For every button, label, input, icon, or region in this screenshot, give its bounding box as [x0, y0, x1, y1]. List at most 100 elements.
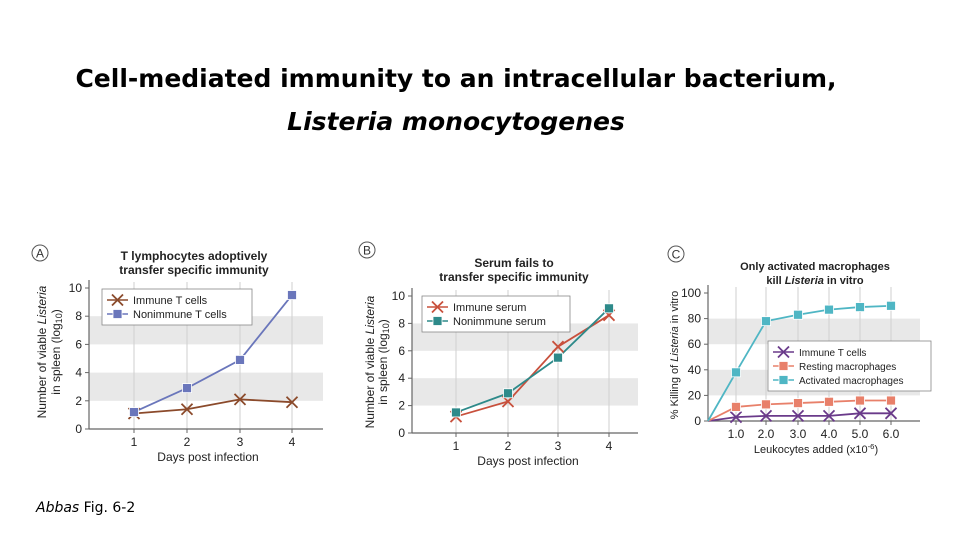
chart-title-line2: transfer specific immunity: [119, 263, 269, 277]
figure-caption: Abbas Fig. 6-2: [36, 500, 135, 516]
data-point: [729, 411, 743, 424]
y-axis-label-line1: Number of viable Listeria: [363, 295, 377, 428]
data-point: [759, 409, 773, 423]
legend-marker: [112, 309, 123, 319]
data-point: [824, 396, 834, 407]
data-point: [451, 407, 461, 418]
data-point: [553, 352, 563, 363]
data-point: [884, 407, 898, 420]
x-tick-label: 3: [555, 439, 562, 453]
data-point: [886, 300, 896, 311]
shaded-band: [89, 372, 323, 401]
legend-label: Nonimmune T cells: [133, 309, 227, 321]
legend-label: Immune serum: [453, 302, 526, 314]
x-tick-label: 2.0: [758, 427, 775, 441]
legend-box: [421, 295, 571, 333]
series-line: [455, 307, 610, 414]
y-tick-label: 100: [681, 286, 701, 300]
x-tick-label: 5.0: [852, 427, 869, 441]
data-point: [855, 395, 865, 406]
y-axis-label-line2: in spleen (log10): [376, 319, 391, 404]
x-axis-label: Days post infection: [157, 450, 258, 464]
legend-marker: [111, 293, 124, 307]
slide-title-line2: Listeria monocytogenes: [287, 107, 625, 136]
y-tick-label: 0: [75, 422, 82, 436]
x-tick-label: 1: [131, 435, 138, 449]
caption-ref: Fig. 6-2: [79, 500, 136, 516]
x-tick-label: 2: [184, 435, 191, 449]
data-point: [503, 388, 513, 399]
series-line: [455, 314, 610, 418]
data-point: [129, 407, 139, 417]
legend-box: [101, 288, 253, 326]
y-tick-label: 0: [398, 426, 405, 440]
data-point: [793, 309, 803, 320]
x-tick-label: 2: [505, 439, 512, 453]
y-tick-label: 60: [688, 337, 702, 351]
caption-author: Abbas: [36, 500, 80, 516]
x-tick-label: 1.0: [728, 427, 745, 441]
data-point: [287, 290, 297, 300]
data-point: [731, 367, 741, 378]
chart-title-line1: T lymphocytes adoptively: [121, 249, 268, 263]
x-tick-label: 3: [237, 435, 244, 449]
chart-title-line2: transfer specific immunity: [439, 270, 589, 284]
y-tick-label: 10: [392, 289, 406, 303]
x-tick-label: 6.0: [883, 427, 900, 441]
chart-title-line1: Serum fails to: [474, 256, 553, 270]
y-tick-label: 8: [75, 309, 82, 323]
y-tick-label: 40: [688, 363, 702, 377]
x-axis-label: Leukocytes added (x10-6): [754, 442, 878, 457]
panel-letter-circle: [667, 245, 685, 263]
data-point: [285, 396, 299, 409]
legend-marker: [431, 300, 444, 314]
data-point: [731, 402, 741, 412]
data-point: [886, 395, 896, 406]
data-point: [791, 409, 805, 423]
legend-marker: [432, 316, 443, 326]
legend-marker: [778, 361, 789, 371]
series-line: [133, 398, 293, 415]
y-tick-label: 4: [398, 371, 405, 385]
legend-box: [767, 340, 932, 392]
panel-letter-circle: [358, 241, 376, 259]
legend-label: Nonimmune serum: [453, 316, 546, 328]
data-point: [822, 409, 836, 423]
chart-title-line2: kill Listeria in vitro: [766, 275, 863, 287]
series-line: [133, 294, 293, 413]
panel-letter-circle: [31, 244, 49, 262]
y-tick-label: 20: [688, 388, 702, 402]
panel-letter: B: [363, 244, 371, 258]
y-tick-label: 2: [75, 394, 82, 408]
legend-marker: [777, 345, 790, 359]
data-point: [793, 398, 803, 408]
data-point: [604, 303, 614, 314]
legend-label: Immune T cells: [799, 348, 866, 359]
data-point: [761, 316, 771, 327]
chart-panel-c: 0 20 40 60 80 100 1.0 2.0 3.0 4.0 5.0 6.0 Only activ…: [667, 245, 932, 457]
data-point: [182, 383, 192, 394]
x-tick-label: 4.0: [821, 427, 838, 441]
y-tick-label: 6: [75, 337, 82, 351]
x-tick-label: 4: [606, 439, 613, 453]
chart-title-line1: Only activated macrophages: [740, 261, 890, 273]
shaded-band: [708, 318, 920, 345]
data-point: [551, 340, 565, 353]
y-tick-label: 8: [398, 316, 405, 330]
data-point: [235, 355, 245, 365]
slide-title-line1: Cell-mediated immunity to an intracellul…: [75, 64, 837, 93]
y-tick-label: 10: [69, 281, 83, 295]
y-tick-label: 80: [688, 312, 702, 326]
y-tick-label: 4: [75, 366, 82, 380]
y-axis-label-line1: Number of viable Listeria: [35, 285, 49, 418]
panel-letter: C: [672, 248, 681, 262]
y-tick-label: 0: [694, 414, 701, 428]
x-axis-label: Days post infection: [477, 454, 578, 468]
panel-letter: A: [36, 247, 44, 261]
legend-marker: [778, 375, 789, 385]
data-point: [761, 399, 771, 410]
legend-label: Activated macrophages: [799, 376, 904, 387]
y-axis-label-line2: in spleen (log10): [49, 309, 64, 394]
